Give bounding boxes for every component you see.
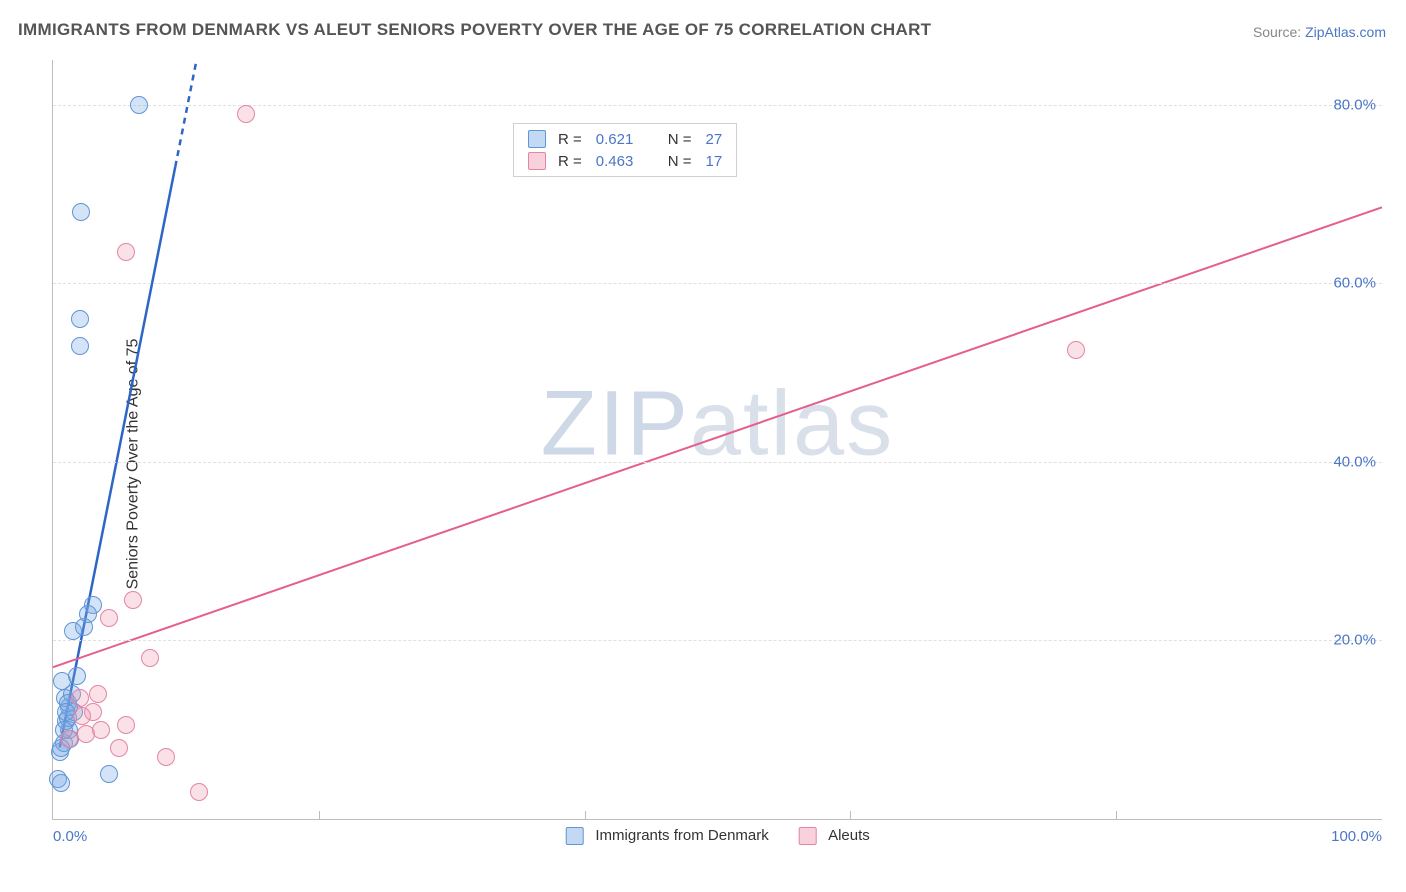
legend-label: Aleuts — [828, 827, 870, 844]
n-value-aleuts: 17 — [706, 153, 723, 170]
legend-item-aleuts: Aleuts — [799, 827, 870, 845]
data-point — [1067, 341, 1085, 359]
legend-label: Immigrants from Denmark — [595, 827, 768, 844]
source-attribution: Source: ZipAtlas.com — [1253, 24, 1386, 40]
data-point — [73, 707, 91, 725]
data-point — [124, 591, 142, 609]
n-value-denmark: 27 — [706, 131, 723, 148]
data-point — [60, 730, 78, 748]
data-point — [100, 609, 118, 627]
n-label: N = — [668, 153, 692, 170]
gridline-v — [850, 811, 851, 819]
y-tick-label: 80.0% — [1333, 96, 1376, 113]
gridline-v — [319, 811, 320, 819]
data-point — [71, 310, 89, 328]
data-point — [100, 765, 118, 783]
data-point — [68, 667, 86, 685]
legend-row-aleuts: R = 0.463 N = 17 — [514, 150, 736, 172]
data-point — [110, 739, 128, 757]
data-point — [117, 716, 135, 734]
gridline-h — [53, 105, 1382, 106]
r-value-denmark: 0.621 — [596, 131, 646, 148]
scatter-plot: ZIPatlas R = 0.621 N = 27 R = 0.463 N = … — [52, 60, 1382, 820]
source-label: Source: — [1253, 24, 1301, 40]
x-tick-label: 100.0% — [1331, 828, 1382, 845]
y-tick-label: 40.0% — [1333, 453, 1376, 470]
swatch-blue-icon — [528, 130, 546, 148]
source-value: ZipAtlas.com — [1305, 24, 1386, 40]
correlation-legend: R = 0.621 N = 27 R = 0.463 N = 17 — [513, 123, 737, 177]
data-point — [130, 96, 148, 114]
gridline-h — [53, 640, 1382, 641]
data-point — [117, 243, 135, 261]
gridline-h — [53, 283, 1382, 284]
data-point — [157, 748, 175, 766]
data-point — [71, 337, 89, 355]
gridline-v — [585, 811, 586, 819]
swatch-blue-icon — [565, 827, 583, 845]
data-point — [79, 605, 97, 623]
gridline-v — [1116, 811, 1117, 819]
r-value-aleuts: 0.463 — [596, 153, 646, 170]
swatch-pink-icon — [528, 152, 546, 170]
data-point — [71, 689, 89, 707]
r-label: R = — [558, 131, 582, 148]
data-point — [72, 203, 90, 221]
y-tick-label: 20.0% — [1333, 632, 1376, 649]
chart-title: IMMIGRANTS FROM DENMARK VS ALEUT SENIORS… — [18, 20, 931, 40]
data-point — [52, 774, 70, 792]
data-point — [190, 783, 208, 801]
trend-line — [175, 60, 196, 167]
data-point — [92, 721, 110, 739]
swatch-pink-icon — [799, 827, 817, 845]
x-tick-label: 0.0% — [53, 828, 87, 845]
legend-item-denmark: Immigrants from Denmark — [565, 827, 769, 845]
data-point — [141, 649, 159, 667]
legend-row-denmark: R = 0.621 N = 27 — [514, 128, 736, 150]
y-tick-label: 60.0% — [1333, 275, 1376, 292]
trend-line — [53, 207, 1382, 667]
data-point — [237, 105, 255, 123]
n-label: N = — [668, 131, 692, 148]
gridline-h — [53, 462, 1382, 463]
data-point — [89, 685, 107, 703]
r-label: R = — [558, 153, 582, 170]
series-legend: Immigrants from Denmark Aleuts — [565, 827, 870, 845]
